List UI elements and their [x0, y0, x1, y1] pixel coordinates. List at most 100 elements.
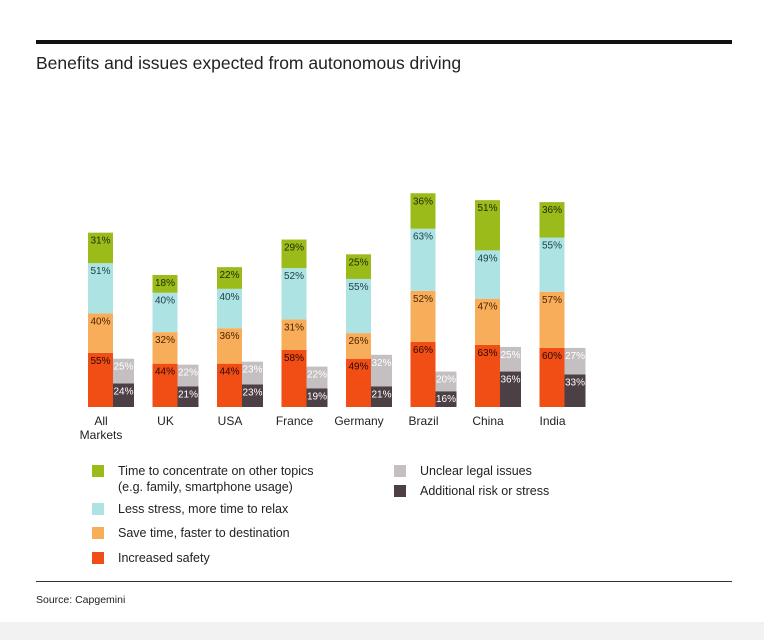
bar-stress-7 [539, 237, 565, 292]
bar-legal-3 [306, 366, 328, 389]
label-stress-0: 51% [90, 266, 110, 277]
bar-safety-0 [88, 352, 113, 407]
legend-label-stress: Less stress, more time to relax [118, 502, 289, 516]
category-label-3: France [276, 414, 314, 428]
legend-item-save: Save time, faster to destination [92, 525, 290, 541]
bar-safety-2 [217, 363, 242, 407]
bar-risk-5 [435, 391, 457, 407]
bar-legal-5 [435, 371, 457, 392]
label-legal-5: 20% [436, 375, 456, 386]
legend-swatch-save [92, 527, 104, 539]
bar-safety-6 [475, 344, 500, 407]
label-legal-3: 22% [307, 370, 327, 381]
legend-label-time: Time to concentrate on other topics (e.g… [118, 464, 314, 494]
label-risk-6: 36% [500, 375, 520, 386]
bar-save-4 [346, 333, 371, 359]
label-risk-1: 21% [178, 389, 198, 400]
label-legal-6: 25% [500, 350, 520, 361]
bar-stress-1 [152, 292, 178, 333]
bar-stress-3 [281, 268, 307, 320]
label-legal-0: 25% [113, 362, 133, 373]
bar-save-3 [281, 319, 307, 350]
page-title: Benefits and issues expected from autono… [36, 53, 462, 73]
bar-legal-1 [177, 364, 199, 387]
bar-time-2 [217, 267, 242, 289]
label-safety-1: 44% [155, 367, 175, 378]
bar-safety-4 [346, 358, 371, 407]
label-time-7: 36% [542, 205, 562, 216]
label-stress-2: 40% [219, 292, 239, 303]
label-stress-1: 40% [155, 296, 175, 307]
bar-time-3 [281, 239, 307, 269]
label-time-1: 18% [155, 278, 175, 289]
label-save-2: 36% [219, 331, 239, 342]
bar-safety-3 [281, 349, 307, 407]
legend-swatch-stress [92, 503, 104, 515]
bar-risk-1 [177, 386, 199, 407]
bar-save-7 [539, 291, 565, 348]
bar-save-5 [410, 290, 436, 342]
label-save-6: 47% [477, 302, 497, 313]
bar-stress-4 [346, 278, 371, 334]
bar-safety-5 [410, 341, 436, 407]
bar-legal-4 [371, 354, 392, 387]
bar-time-6 [475, 200, 500, 251]
category-label-1: UK [157, 414, 174, 428]
category-label-0-1: Markets [80, 428, 123, 442]
label-save-4: 26% [348, 336, 368, 347]
label-save-1: 32% [155, 335, 175, 346]
bar-time-5 [410, 193, 436, 229]
label-risk-4: 21% [371, 389, 391, 400]
legend-label-save: Save time, faster to destination [118, 526, 290, 540]
bar-risk-7 [564, 374, 586, 407]
bar-save-1 [152, 332, 178, 364]
legend-swatch-time [92, 465, 104, 477]
legend-swatch-safety [92, 552, 104, 564]
legend-label-risk: Additional risk or stress [420, 484, 550, 498]
label-save-3: 31% [284, 322, 304, 333]
label-save-0: 40% [90, 316, 110, 327]
bar-legal-0 [113, 358, 134, 384]
legend-swatch-legal [394, 465, 406, 477]
bar-save-2 [217, 328, 242, 364]
legend-item-legal: Unclear legal issues [394, 463, 532, 479]
bar-time-1 [152, 275, 178, 293]
bar-legal-6 [500, 346, 521, 372]
bar-risk-4 [371, 386, 392, 407]
label-risk-5: 16% [436, 394, 456, 405]
legend-item-time: Time to concentrate on other topics (e.g… [92, 463, 313, 495]
label-safety-7: 60% [542, 351, 562, 362]
bar-risk-6 [500, 371, 521, 407]
category-label-5: Brazil [408, 414, 438, 428]
category-label-4: Germany [334, 414, 383, 428]
category-label-6: China [472, 414, 504, 428]
bar-risk-2 [242, 384, 263, 407]
label-time-5: 36% [413, 196, 433, 207]
bar-risk-0 [113, 383, 134, 407]
bar-time-7 [539, 202, 565, 238]
label-stress-7: 55% [542, 241, 562, 252]
label-time-3: 29% [284, 243, 304, 254]
label-risk-7: 33% [565, 377, 585, 388]
category-label-7: India [539, 414, 565, 428]
label-stress-5: 63% [413, 232, 433, 243]
label-risk-2: 23% [242, 387, 262, 398]
label-time-0: 31% [90, 236, 110, 247]
bar-risk-3 [306, 388, 328, 407]
category-label-2: USA [218, 414, 243, 428]
bar-time-4 [346, 254, 371, 279]
category-label-0-0: All [94, 414, 107, 428]
legend-label-legal: Unclear legal issues [420, 464, 532, 478]
label-safety-5: 66% [413, 345, 433, 356]
label-safety-4: 49% [348, 362, 368, 373]
label-legal-7: 27% [565, 351, 585, 362]
label-safety-3: 58% [284, 353, 304, 364]
label-stress-4: 55% [348, 282, 368, 293]
label-save-7: 57% [542, 295, 562, 306]
label-save-5: 52% [413, 294, 433, 305]
bottom-rule [36, 581, 732, 582]
bar-save-6 [475, 298, 500, 345]
bar-safety-1 [152, 363, 178, 407]
label-time-2: 22% [219, 270, 239, 281]
